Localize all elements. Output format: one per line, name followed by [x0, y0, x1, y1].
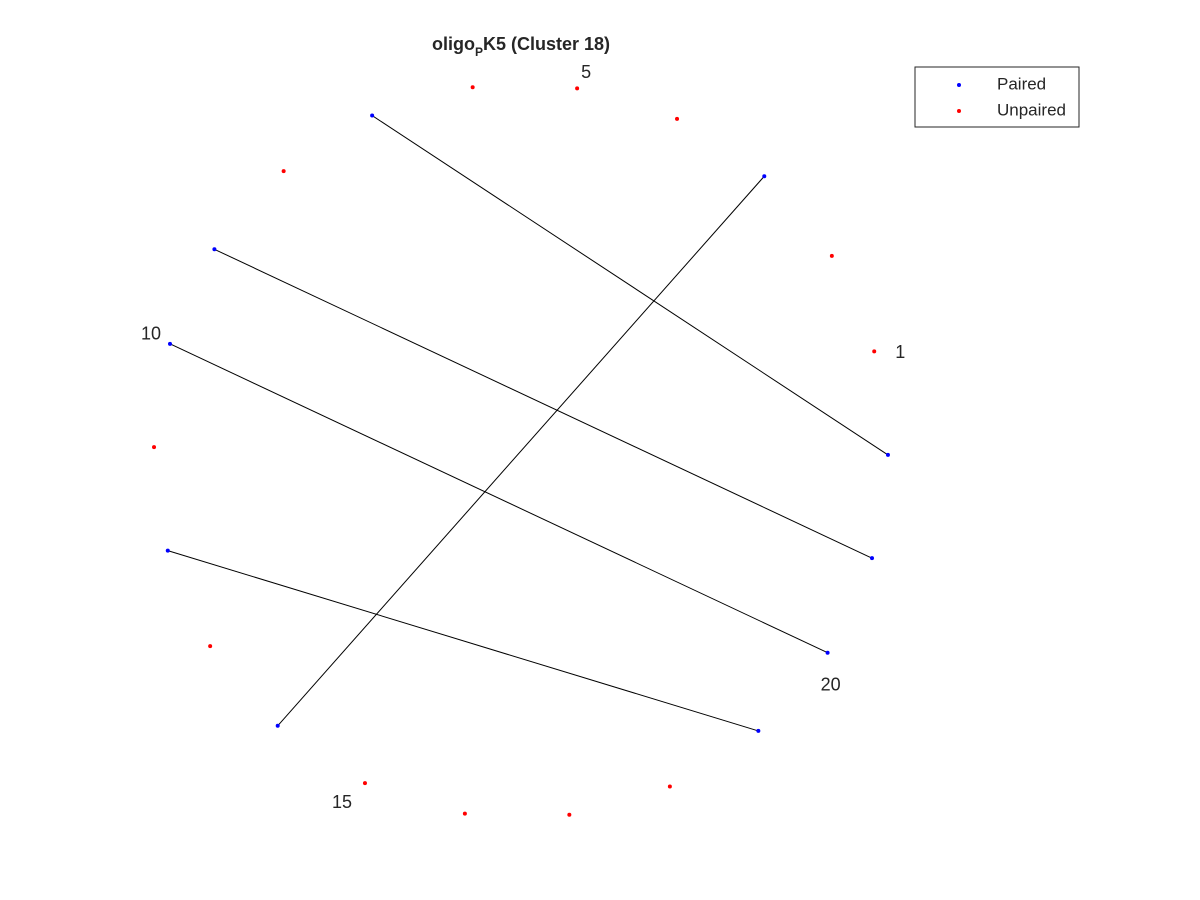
unpaired-point-2 — [829, 253, 834, 258]
unpaired-point-5 — [575, 86, 580, 91]
legend-marker-unpaired — [957, 109, 961, 113]
unpaired-point-15 — [362, 781, 367, 786]
pair-line-9-21 — [214, 248, 873, 559]
index-label-20: 20 — [821, 674, 841, 694]
pair-line-14-3 — [277, 175, 765, 727]
pair-line-10-20 — [169, 343, 828, 654]
title-subscript: P — [475, 45, 483, 59]
unpaired-point-8 — [281, 169, 286, 174]
index-label-1: 1 — [895, 342, 905, 362]
paired-point-3 — [762, 174, 767, 179]
paired-point-22 — [885, 452, 890, 457]
paired-point-9 — [212, 247, 217, 252]
index-label-10: 10 — [141, 324, 161, 344]
legend-marker-paired — [957, 83, 961, 87]
legend-label-unpaired: Unpaired — [997, 100, 1066, 119]
unpaired-point-18 — [667, 784, 672, 789]
title-rest: K5 (Cluster 18) — [483, 34, 610, 54]
unpaired-point-6 — [470, 85, 475, 90]
index-label-15: 15 — [332, 792, 352, 812]
unpaired-point-11 — [152, 445, 157, 450]
unpaired-point-17 — [567, 812, 572, 817]
paired-point-21 — [870, 556, 875, 561]
paired-point-20 — [825, 650, 830, 655]
paired-point-12 — [165, 548, 170, 553]
pair-lines — [167, 115, 889, 732]
unpaired-point-13 — [208, 644, 213, 649]
paired-point-7 — [370, 113, 375, 118]
unpaired-point-1 — [872, 349, 877, 354]
figure-title: oligoPK5 (Cluster 18) — [432, 34, 610, 59]
legend-box — [914, 66, 1080, 128]
paired-point-14 — [275, 723, 280, 728]
unpaired-point-16 — [462, 811, 467, 816]
pair-line-12-19 — [167, 550, 759, 732]
legend-label-paired: Paired — [997, 74, 1046, 93]
index-label-5: 5 — [581, 62, 591, 82]
title-main: oligo — [432, 34, 475, 54]
unpaired-point-4 — [675, 116, 680, 121]
legend: Paired Unpaired — [914, 66, 1080, 128]
nucleotide-points — [152, 85, 890, 817]
pair-line-7-22 — [371, 115, 889, 456]
paired-point-10 — [167, 341, 172, 346]
paired-point-19 — [756, 728, 761, 733]
